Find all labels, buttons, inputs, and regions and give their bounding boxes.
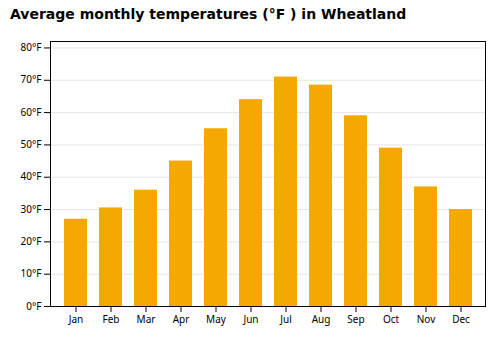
- svg-text:60°F: 60°F: [21, 105, 42, 119]
- svg-text:10°F: 10°F: [21, 266, 42, 280]
- svg-text:Apr: Apr: [173, 312, 190, 326]
- svg-text:Jan: Jan: [68, 312, 84, 326]
- html-text:Average monthly temperatures (: Average monthly temperatures (°F ) in Wh…: [10, 6, 407, 22]
- svg-text:Feb: Feb: [103, 312, 120, 326]
- svg-text:Dec: Dec: [452, 312, 470, 326]
- svg-text:Jun: Jun: [242, 312, 258, 326]
- svg-text:May: May: [206, 312, 227, 326]
- svg-text:Sep: Sep: [347, 312, 364, 326]
- svg-text:30°F: 30°F: [21, 202, 42, 216]
- svg-text:50°F: 50°F: [21, 137, 42, 151]
- svg-text:Jul: Jul: [279, 312, 292, 326]
- svg-text:20°F: 20°F: [21, 234, 42, 248]
- svg-text:Oct: Oct: [383, 312, 400, 326]
- svg-text:0°F: 0°F: [26, 299, 41, 313]
- svg-text:Nov: Nov: [417, 312, 436, 326]
- svg-text:Aug: Aug: [312, 312, 331, 326]
- svg-text:Mar: Mar: [137, 312, 156, 326]
- svg-text:40°F: 40°F: [21, 169, 42, 183]
- svg-text:80°F: 80°F: [21, 40, 42, 54]
- svg-text:70°F: 70°F: [21, 72, 42, 86]
